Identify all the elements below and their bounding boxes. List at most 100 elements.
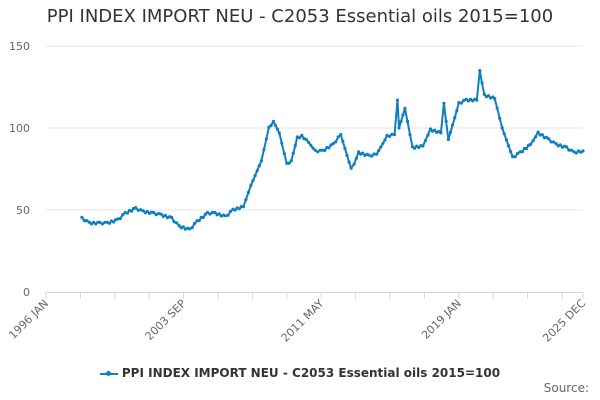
data-point[interactable] [197, 219, 201, 223]
data-point[interactable] [478, 69, 482, 73]
data-point[interactable] [493, 96, 497, 101]
data-point[interactable] [163, 213, 167, 217]
data-point[interactable] [233, 208, 237, 212]
data-point[interactable] [433, 128, 437, 132]
data-point[interactable] [361, 151, 365, 155]
data-point[interactable] [413, 146, 417, 150]
data-point[interactable] [345, 153, 349, 157]
data-point[interactable] [372, 152, 376, 156]
data-point[interactable] [157, 212, 161, 216]
data-point[interactable] [395, 98, 400, 102]
data-point[interactable] [495, 106, 499, 110]
data-point[interactable] [504, 138, 508, 142]
data-point[interactable] [309, 143, 313, 147]
data-point[interactable] [408, 133, 412, 137]
data-point[interactable] [549, 140, 553, 144]
data-point[interactable] [540, 133, 544, 137]
data-point[interactable] [259, 159, 263, 163]
data-point[interactable] [502, 132, 506, 136]
data-point[interactable] [448, 130, 453, 134]
data-point[interactable] [375, 152, 379, 156]
data-point[interactable] [273, 123, 277, 127]
data-point[interactable] [316, 150, 320, 154]
data-point[interactable] [336, 135, 340, 139]
data-point[interactable] [193, 221, 197, 225]
data-point[interactable] [100, 222, 104, 226]
data-point[interactable] [241, 205, 245, 209]
data-point[interactable] [275, 127, 279, 131]
data-point[interactable] [536, 130, 540, 134]
data-point[interactable] [459, 101, 463, 105]
data-point[interactable] [421, 144, 425, 148]
data-point[interactable] [516, 151, 520, 155]
data-point[interactable] [210, 210, 215, 215]
data-point[interactable] [511, 155, 515, 159]
data-point[interactable] [387, 134, 392, 139]
data-point[interactable] [341, 139, 345, 143]
data-point[interactable] [181, 225, 185, 229]
data-point[interactable] [529, 142, 533, 146]
data-point[interactable] [188, 227, 192, 231]
data-point[interactable] [455, 109, 459, 113]
data-point[interactable] [136, 208, 140, 212]
data-point[interactable] [226, 213, 230, 217]
data-point[interactable] [228, 209, 233, 213]
data-point[interactable] [285, 161, 289, 165]
data-point[interactable] [392, 133, 397, 137]
data-point[interactable] [482, 92, 486, 96]
data-point[interactable] [405, 119, 410, 123]
data-point[interactable] [201, 215, 205, 219]
data-point[interactable] [531, 139, 535, 143]
data-point[interactable] [300, 133, 304, 137]
data-point[interactable] [486, 94, 491, 98]
data-point[interactable] [277, 131, 281, 135]
data-point[interactable] [145, 209, 149, 214]
data-point[interactable] [354, 156, 358, 160]
data-point[interactable] [381, 141, 385, 145]
data-point[interactable] [172, 220, 176, 224]
data-point[interactable] [370, 154, 374, 158]
data-point[interactable] [399, 119, 403, 123]
data-point[interactable] [116, 217, 120, 221]
data-point[interactable] [331, 142, 335, 146]
data-point[interactable] [339, 133, 343, 137]
data-point[interactable] [267, 125, 271, 129]
data-point[interactable] [297, 136, 302, 140]
data-point[interactable] [217, 212, 221, 216]
data-point[interactable] [480, 81, 484, 85]
data-point[interactable] [377, 149, 381, 153]
data-point[interactable] [80, 215, 84, 219]
data-point[interactable] [475, 98, 479, 102]
data-point[interactable] [385, 133, 389, 137]
data-point[interactable] [175, 221, 179, 225]
data-point[interactable] [271, 119, 275, 123]
data-point[interactable] [397, 126, 401, 130]
data-point[interactable] [139, 208, 143, 212]
data-point[interactable] [453, 116, 457, 120]
data-point[interactable] [134, 206, 138, 210]
data-point[interactable] [190, 226, 194, 230]
data-point[interactable] [442, 101, 446, 105]
data-point[interactable] [390, 132, 394, 136]
data-point[interactable] [401, 113, 405, 117]
data-point[interactable] [509, 150, 513, 154]
data-point[interactable] [457, 101, 461, 105]
data-point[interactable] [293, 143, 297, 148]
data-point[interactable] [125, 211, 129, 215]
data-point[interactable] [304, 137, 308, 142]
data-point[interactable] [347, 160, 351, 164]
data-point[interactable] [107, 221, 111, 225]
data-point[interactable] [289, 159, 293, 163]
data-point[interactable] [352, 162, 356, 166]
data-point[interactable] [500, 126, 504, 130]
data-point[interactable] [574, 151, 578, 155]
data-point[interactable] [249, 183, 253, 187]
data-point[interactable] [506, 144, 511, 148]
data-point[interactable] [318, 148, 322, 152]
data-point[interactable] [567, 148, 571, 152]
data-point[interactable] [349, 166, 353, 170]
data-point[interactable] [426, 133, 430, 137]
data-point[interactable] [403, 106, 407, 110]
data-point[interactable] [154, 213, 158, 217]
data-point[interactable] [118, 216, 122, 221]
